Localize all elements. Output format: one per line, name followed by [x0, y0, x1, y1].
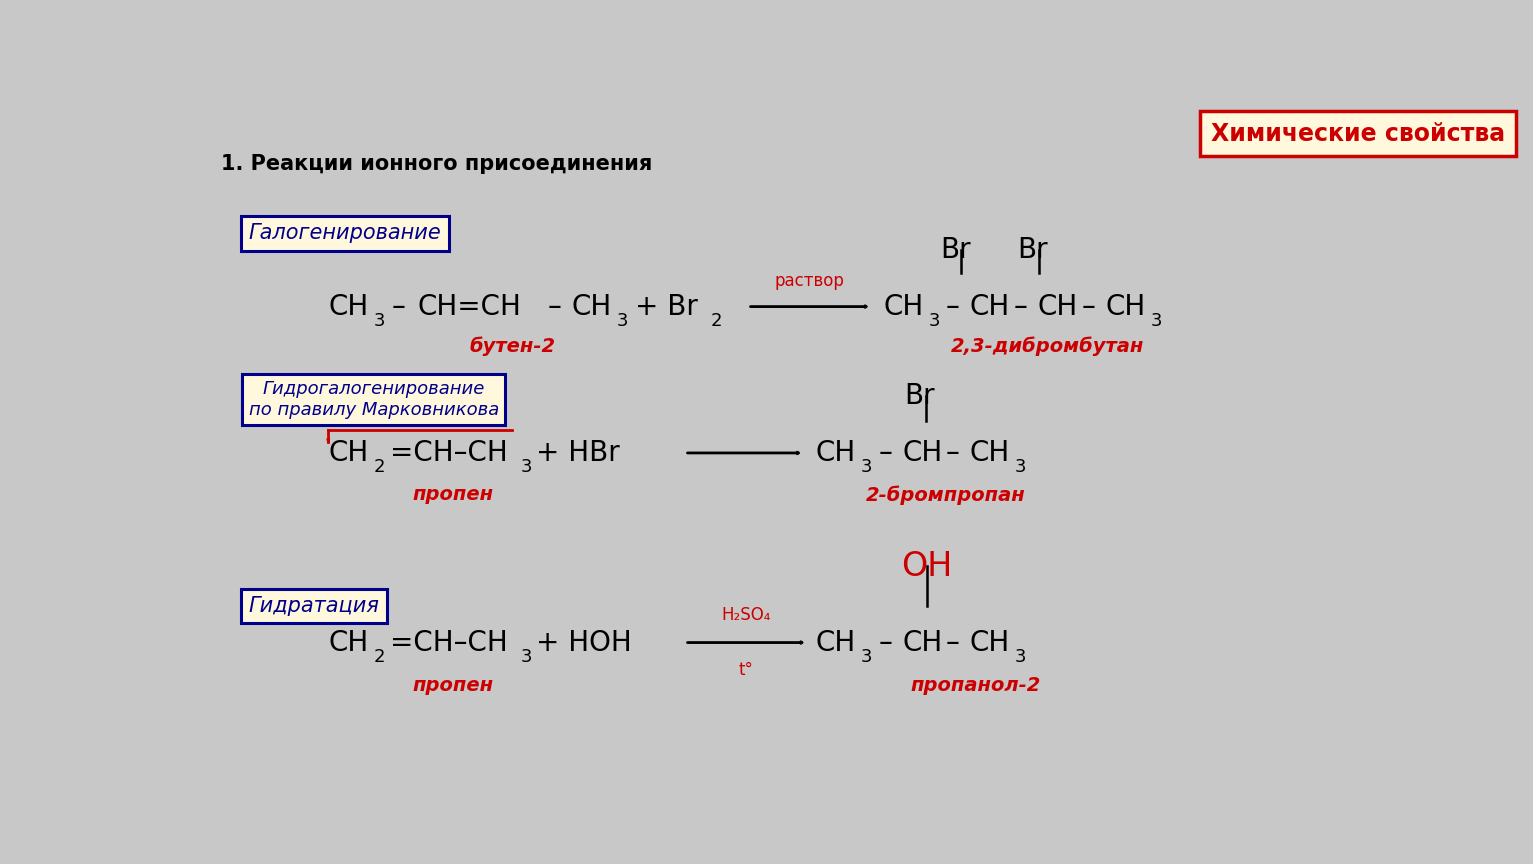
Text: CH: CH	[328, 628, 368, 657]
Text: 3: 3	[374, 312, 385, 330]
Text: –: –	[946, 293, 960, 321]
Text: CH: CH	[1038, 293, 1078, 321]
Text: Гидратация: Гидратация	[248, 596, 380, 616]
Text: =CH–CH: =CH–CH	[389, 439, 507, 467]
Text: 3: 3	[860, 458, 872, 476]
Text: CH=CH: CH=CH	[417, 293, 521, 321]
Text: пропен: пропен	[412, 486, 494, 505]
Text: пропен: пропен	[412, 677, 494, 696]
Text: –: –	[391, 293, 405, 321]
Text: CH: CH	[970, 628, 1010, 657]
Text: Br: Br	[940, 236, 970, 264]
Text: CH: CH	[328, 293, 368, 321]
Text: –: –	[549, 293, 563, 321]
Text: Br: Br	[1018, 236, 1049, 264]
Text: 3: 3	[521, 648, 532, 666]
Text: –: –	[1081, 293, 1096, 321]
Text: + HOH: + HOH	[537, 628, 632, 657]
Text: CH: CH	[816, 439, 855, 467]
Text: CH: CH	[328, 439, 368, 467]
Text: Br: Br	[904, 383, 935, 410]
Text: + Br: + Br	[635, 293, 698, 321]
Text: бутен-2: бутен-2	[469, 337, 555, 356]
Text: 3: 3	[927, 312, 940, 330]
Text: 3: 3	[1150, 312, 1162, 330]
Text: 3: 3	[860, 648, 872, 666]
Text: 2-бромпропан: 2-бромпропан	[866, 485, 1026, 505]
Text: OH: OH	[901, 550, 952, 582]
Text: CH: CH	[883, 293, 923, 321]
Text: + HBr: + HBr	[537, 439, 619, 467]
Text: H₂SO₄: H₂SO₄	[721, 606, 771, 624]
Text: 3: 3	[1015, 458, 1027, 476]
Text: –: –	[878, 628, 892, 657]
Text: =CH–CH: =CH–CH	[389, 628, 507, 657]
Text: 3: 3	[521, 458, 532, 476]
Text: –: –	[1013, 293, 1027, 321]
Text: CH: CH	[816, 628, 855, 657]
Text: CH: CH	[572, 293, 612, 321]
Text: 2: 2	[374, 458, 385, 476]
Text: пропанол-2: пропанол-2	[911, 677, 1041, 696]
Text: раствор: раствор	[774, 272, 845, 290]
Text: –: –	[878, 439, 892, 467]
Text: CH: CH	[970, 439, 1010, 467]
Text: 3: 3	[616, 312, 629, 330]
Text: 2: 2	[711, 312, 722, 330]
Text: –: –	[946, 628, 960, 657]
Text: 2: 2	[374, 648, 385, 666]
Text: CH: CH	[1105, 293, 1145, 321]
Text: –: –	[946, 439, 960, 467]
Text: t°: t°	[739, 662, 753, 679]
Text: Гидрогалогенирование
по правилу Марковникова: Гидрогалогенирование по правилу Марковни…	[248, 380, 498, 419]
Text: Химические свойства: Химические свойства	[1211, 122, 1505, 146]
Text: 3: 3	[1015, 648, 1027, 666]
Text: CH: CH	[901, 628, 943, 657]
Text: 1. Реакции ионного присоединения: 1. Реакции ионного присоединения	[221, 154, 653, 174]
Text: Галогенирование: Галогенирование	[248, 224, 442, 244]
Text: CH: CH	[970, 293, 1010, 321]
Text: 2,3-дибромбутан: 2,3-дибромбутан	[950, 337, 1144, 356]
Text: CH: CH	[901, 439, 943, 467]
